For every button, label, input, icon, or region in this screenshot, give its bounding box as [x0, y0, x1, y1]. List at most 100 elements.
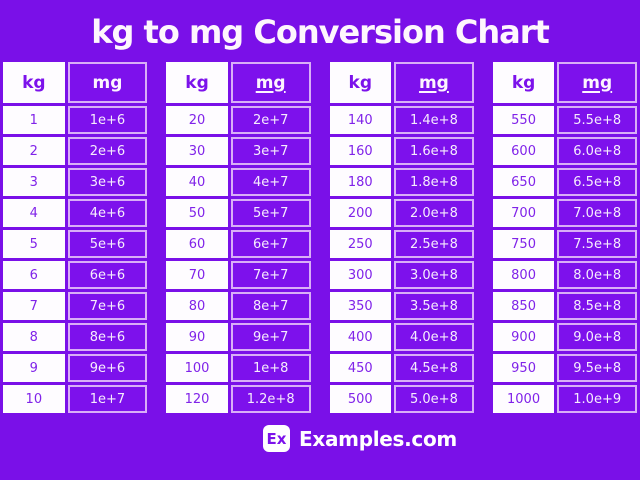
conversion-table-2: kg mg 20 2e+7 30 3e+7 40 4e+7 50 5e+7 60 6e+7 70 7e+7… [163, 59, 313, 416]
mg-column-header: mg [557, 62, 637, 103]
table-row: 7 7e+6 [3, 292, 148, 320]
kg-value-cell: 3 [3, 168, 65, 196]
conversion-table-3: kg mg 140 1.4e+8 160 1.6e+8 180 1.8e+8 200 2.0e+8… [327, 59, 477, 416]
table-row: 100 1e+8 [166, 354, 311, 382]
mg-value-cell: 6.5e+8 [557, 168, 637, 196]
kg-value-cell: 6 [3, 261, 65, 289]
mg-value-cell: 7e+7 [230, 261, 311, 289]
table-row: 5 5e+6 [3, 230, 148, 258]
mg-value-cell: 1e+7 [67, 385, 148, 413]
kg-column-header: kg [329, 62, 392, 103]
mg-value-cell: 3e+6 [67, 168, 148, 196]
table-row: 40 4e+7 [166, 168, 311, 196]
site-name: Examples.com [299, 426, 457, 451]
mg-value-cell: 4e+7 [230, 168, 311, 196]
table-row: 120 1.2e+8 [166, 385, 311, 413]
conversion-table-1: kg mg 1 1e+6 2 2e+6 3 3e+6 4 4e+6 5 5e+6 6 6e+6 7 7e+6 8… [0, 59, 150, 416]
table-row: 800 8.0e+8 [492, 261, 637, 289]
conversion-table-4: kg mg 550 5.5e+8 600 6.0e+8 650 6.5e+8 700 7.0e+8… [490, 59, 640, 416]
mg-value-cell: 2e+6 [67, 137, 148, 165]
kg-value-cell: 10 [3, 385, 65, 413]
mg-value-cell: 8e+6 [67, 323, 148, 351]
table-row: 6 6e+6 [3, 261, 148, 289]
kg-column-header: kg [3, 62, 65, 103]
mg-value-cell: 1.8e+8 [394, 168, 474, 196]
kg-value-cell: 250 [329, 230, 392, 258]
mg-value-cell: 1.2e+8 [230, 385, 311, 413]
table-row: 4 4e+6 [3, 199, 148, 227]
table-row: 1 1e+6 [3, 106, 148, 134]
mg-value-cell: 6e+6 [67, 261, 148, 289]
table-row: 20 2e+7 [166, 106, 311, 134]
mg-value-cell: 8e+7 [230, 292, 311, 320]
kg-value-cell: 650 [492, 168, 555, 196]
kg-value-cell: 140 [329, 106, 392, 134]
kg-value-cell: 8 [3, 323, 65, 351]
kg-value-cell: 2 [3, 137, 65, 165]
mg-value-cell: 6.0e+8 [557, 137, 637, 165]
mg-value-cell: 9.0e+8 [557, 323, 637, 351]
kg-value-cell: 180 [329, 168, 392, 196]
kg-column-header: kg [166, 62, 228, 103]
table-row: 400 4.0e+8 [329, 323, 474, 351]
examples-logo-icon: Ex [263, 425, 290, 452]
kg-value-cell: 800 [492, 261, 555, 289]
kg-value-cell: 400 [329, 323, 392, 351]
kg-value-cell: 700 [492, 199, 555, 227]
table-row: 550 5.5e+8 [492, 106, 637, 134]
table-row: 9 9e+6 [3, 354, 148, 382]
mg-value-cell: 4.5e+8 [394, 354, 474, 382]
table-row: 900 9.0e+8 [492, 323, 637, 351]
table-row: 50 5e+7 [166, 199, 311, 227]
footer-brand: Ex Examples.com [40, 425, 640, 452]
table-row: 90 9e+7 [166, 323, 311, 351]
table-row: 70 7e+7 [166, 261, 311, 289]
mg-column-header: mg [67, 62, 148, 103]
mg-value-cell: 4e+6 [67, 199, 148, 227]
kg-value-cell: 120 [166, 385, 228, 413]
page-title: kg to mg Conversion Chart [91, 13, 550, 51]
mg-value-cell: 1.4e+8 [394, 106, 474, 134]
kg-value-cell: 60 [166, 230, 228, 258]
table-row: 2 2e+6 [3, 137, 148, 165]
table-row: 140 1.4e+8 [329, 106, 474, 134]
kg-value-cell: 1000 [492, 385, 555, 413]
mg-value-cell: 5.0e+8 [394, 385, 474, 413]
mg-value-cell: 5e+7 [230, 199, 311, 227]
mg-value-cell: 2.0e+8 [394, 199, 474, 227]
mg-value-cell: 1.6e+8 [394, 137, 474, 165]
table-row: 850 8.5e+8 [492, 292, 637, 320]
table-row: 650 6.5e+8 [492, 168, 637, 196]
kg-value-cell: 9 [3, 354, 65, 382]
kg-value-cell: 350 [329, 292, 392, 320]
mg-value-cell: 9.5e+8 [557, 354, 637, 382]
kg-value-cell: 550 [492, 106, 555, 134]
kg-value-cell: 900 [492, 323, 555, 351]
table-row: 60 6e+7 [166, 230, 311, 258]
kg-value-cell: 4 [3, 199, 65, 227]
mg-value-cell: 3.0e+8 [394, 261, 474, 289]
mg-value-cell: 4.0e+8 [394, 323, 474, 351]
table-row: 180 1.8e+8 [329, 168, 474, 196]
mg-value-cell: 7.5e+8 [557, 230, 637, 258]
table-row: 160 1.6e+8 [329, 137, 474, 165]
kg-value-cell: 70 [166, 261, 228, 289]
mg-value-cell: 3e+7 [230, 137, 311, 165]
mg-value-cell: 7.0e+8 [557, 199, 637, 227]
examples-logo-text: Ex [266, 429, 287, 448]
mg-value-cell: 5e+6 [67, 230, 148, 258]
kg-value-cell: 450 [329, 354, 392, 382]
kg-column-header: kg [492, 62, 555, 103]
kg-value-cell: 90 [166, 323, 228, 351]
mg-value-cell: 3.5e+8 [394, 292, 474, 320]
table-row: 450 4.5e+8 [329, 354, 474, 382]
mg-value-cell: 9e+6 [67, 354, 148, 382]
table-row: 350 3.5e+8 [329, 292, 474, 320]
mg-value-cell: 6e+7 [230, 230, 311, 258]
mg-value-cell: 9e+7 [230, 323, 311, 351]
mg-value-cell: 7e+6 [67, 292, 148, 320]
table-row: 500 5.0e+8 [329, 385, 474, 413]
mg-column-header: mg [394, 62, 474, 103]
kg-value-cell: 600 [492, 137, 555, 165]
table-row: 250 2.5e+8 [329, 230, 474, 258]
